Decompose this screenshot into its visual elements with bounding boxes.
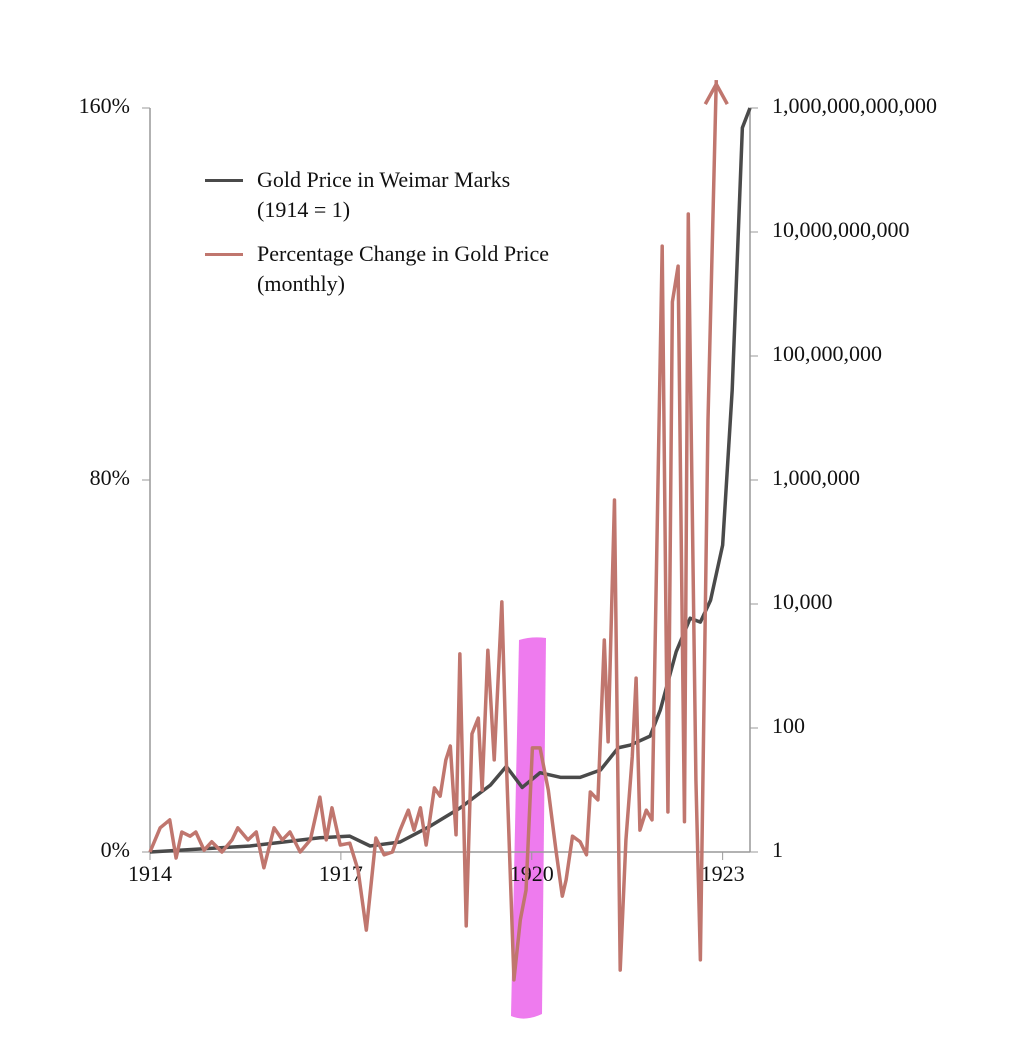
y2-tick-label: 1 [772,837,783,862]
x-tick-label: 1923 [701,861,745,886]
legend-label: Percentage Change in Gold Price (monthly… [257,241,550,296]
y2-tick-label: 100,000,000 [772,341,882,366]
legend-entry: Percentage Change in Gold Price (monthly… [205,239,625,299]
y2-tick-label: 100 [772,713,805,738]
legend-label: Gold Price in Weimar Marks (1914 = 1) [257,167,511,222]
legend-swatch [205,179,243,182]
y2-tick-label: 1,000,000 [772,465,860,490]
overflow-arrow [703,80,729,105]
y-tick-label: 80% [90,465,130,490]
legend-swatch [205,253,243,256]
y-tick-label: 160% [79,93,130,118]
legend-entry: Gold Price in Weimar Marks (1914 = 1) [205,165,625,225]
x-tick-label: 1914 [128,861,172,886]
y2-tick-label: 10,000 [772,589,833,614]
series-line [148,80,719,982]
x-tick-label: 1920 [510,861,554,886]
legend: Gold Price in Weimar Marks (1914 = 1) Per… [205,165,625,313]
y2-tick-label: 1,000,000,000,000 [772,93,937,118]
y-tick-label: 0% [101,837,130,862]
y2-tick-label: 10,000,000,000 [772,217,910,242]
